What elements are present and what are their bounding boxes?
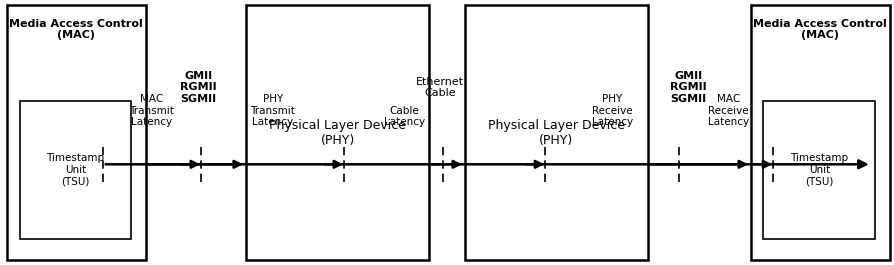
Text: PHY
Receive
Latency: PHY Receive Latency	[592, 94, 633, 127]
Text: Timestamp
Unit
(TSU): Timestamp Unit (TSU)	[790, 153, 848, 186]
Text: GMII
RGMII
SGMII: GMII RGMII SGMII	[181, 71, 216, 104]
Text: MAC
Receive
Latency: MAC Receive Latency	[708, 94, 749, 127]
Text: Media Access Control
(MAC): Media Access Control (MAC)	[753, 19, 887, 40]
Text: Ethernet
Cable: Ethernet Cable	[416, 77, 464, 98]
Bar	[7, 5, 146, 260]
Bar	[20, 101, 131, 238]
Text: Physical Layer Device
(PHY): Physical Layer Device (PHY)	[487, 119, 625, 147]
Text: Media Access Control
(MAC): Media Access Control (MAC)	[9, 19, 143, 40]
Text: PHY
Transmit
Latency: PHY Transmit Latency	[250, 94, 295, 127]
Text: Cable
Latency: Cable Latency	[384, 105, 425, 127]
Bar	[751, 5, 890, 260]
Bar	[246, 5, 429, 260]
Text: MAC
Transmit
Latency: MAC Transmit Latency	[130, 94, 174, 127]
Text: GMII
RGMII
SGMII: GMII RGMII SGMII	[670, 71, 706, 104]
Bar	[763, 101, 875, 238]
Text: Timestamp
Unit
(TSU): Timestamp Unit (TSU)	[46, 153, 105, 186]
Bar	[465, 5, 648, 260]
Text: Physical Layer Device
(PHY): Physical Layer Device (PHY)	[269, 119, 407, 147]
